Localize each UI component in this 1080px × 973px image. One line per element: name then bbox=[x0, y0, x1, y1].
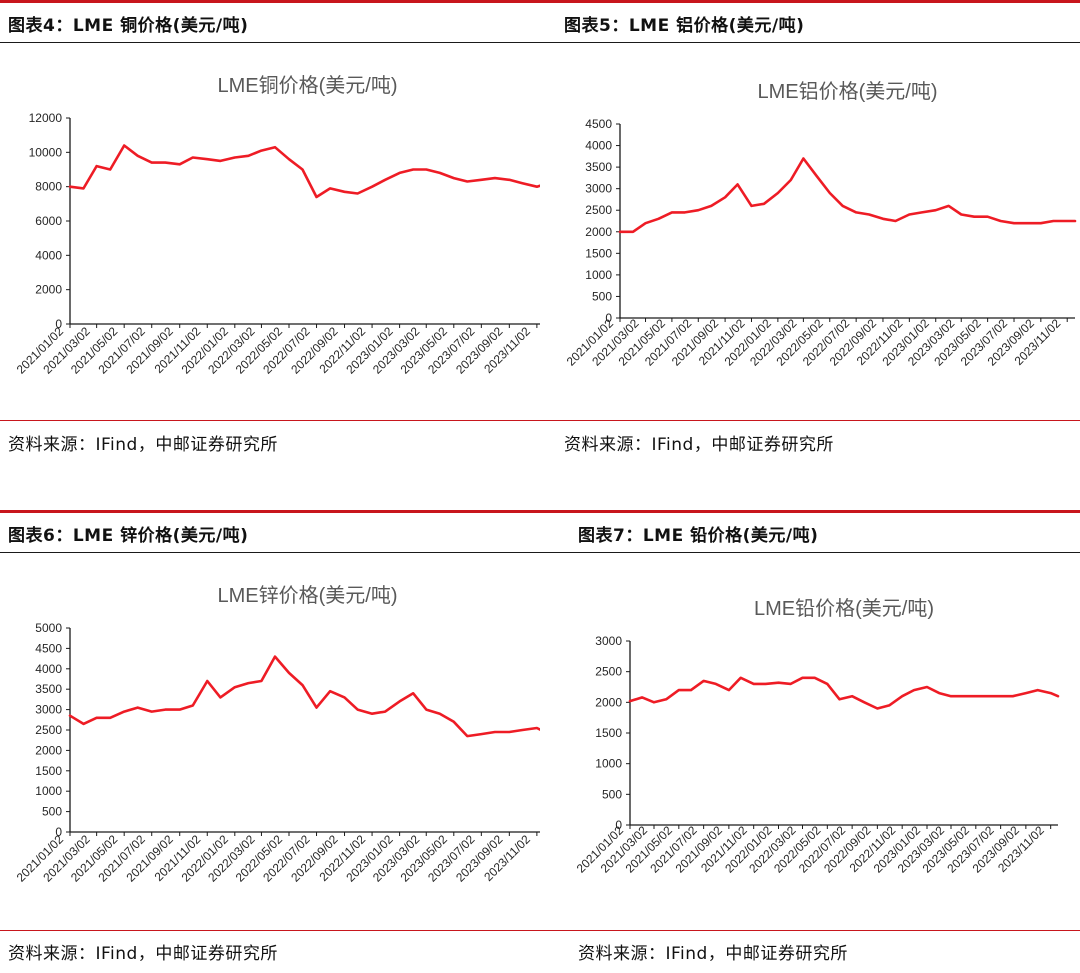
y-tick-label: 2000 bbox=[35, 743, 62, 757]
series-line bbox=[628, 676, 1060, 710]
y-tick-label: 2000 bbox=[35, 283, 62, 297]
chart-zinc: LME锌价格(美元/吨) 0 500 1000 1500 2000 2500 3000 3500… bbox=[14, 584, 540, 885]
y-tick-label: 2500 bbox=[585, 203, 612, 217]
y-tick-label: 12000 bbox=[29, 111, 63, 125]
y-tick-label: 500 bbox=[42, 805, 62, 819]
y-tick-label: 1000 bbox=[35, 784, 62, 798]
chart-title: LME铅价格(美元/吨) bbox=[754, 597, 934, 620]
header-top-rule bbox=[540, 0, 1080, 3]
source-note: 资料来源：IFind，中邮证券研究所 bbox=[8, 944, 278, 964]
series-line bbox=[68, 144, 540, 199]
y-tick-label: 4500 bbox=[35, 641, 62, 655]
chart-copper: LME铜价格(美元/吨)0200040006000800010000120002… bbox=[14, 74, 540, 377]
source-rule bbox=[540, 420, 1080, 421]
source-note: 资料来源：IFind，中邮证券研究所 bbox=[564, 435, 834, 455]
source-rule bbox=[0, 420, 540, 421]
y-tick-label: 500 bbox=[602, 787, 622, 801]
chart-aluminium: LME铝价格(美元/吨) 0 500 1000 1500 2000 2500 3000 3500… bbox=[564, 80, 1077, 369]
source-note: 资料来源：IFind，中邮证券研究所 bbox=[578, 944, 848, 964]
header-top-rule bbox=[540, 510, 1080, 513]
y-tick-label: 0 bbox=[55, 825, 62, 839]
chart-title: LME锌价格(美元/吨) bbox=[218, 584, 398, 607]
y-tick-label: 3500 bbox=[585, 160, 612, 174]
panel-header: 图表4：LME 铜价格(美元/吨) bbox=[8, 16, 249, 36]
source-rule bbox=[540, 930, 1080, 931]
chart-title: LME铜价格(美元/吨) bbox=[218, 74, 398, 97]
y-tick-label: 0 bbox=[605, 311, 612, 325]
source-rule bbox=[0, 930, 540, 931]
header-bottom-rule bbox=[540, 552, 1080, 553]
panel-header: 图表5：LME 铝价格(美元/吨) bbox=[564, 16, 805, 36]
y-tick-label: 4500 bbox=[585, 117, 612, 131]
panel-header: 图表7：LME 铅价格(美元/吨) bbox=[578, 526, 819, 546]
y-tick-label: 8000 bbox=[35, 180, 62, 194]
y-tick-label: 1000 bbox=[595, 757, 622, 771]
panel-header: 图表6：LME 锌价格(美元/吨) bbox=[8, 526, 249, 546]
y-tick-label: 1500 bbox=[585, 246, 612, 260]
header-top-rule bbox=[0, 510, 540, 513]
header-bottom-rule bbox=[0, 42, 540, 43]
y-tick-label: 4000 bbox=[585, 139, 612, 153]
y-tick-label: 4000 bbox=[35, 662, 62, 676]
y-tick-label: 0 bbox=[615, 818, 622, 832]
panel-lead: 图表7：LME 铅价格(美元/吨) LME铅价格(美元/吨) 0 500 1000 15… bbox=[540, 510, 1080, 973]
y-tick-label: 500 bbox=[592, 289, 612, 303]
series-line bbox=[68, 655, 540, 738]
panel-copper: 图表4：LME 铜价格(美元/吨) LME铜价格(美元/吨) 0 2000 4000 6… bbox=[0, 0, 540, 470]
y-tick-label: 3500 bbox=[35, 682, 62, 696]
y-tick-label: 1000 bbox=[585, 268, 612, 282]
header-bottom-rule bbox=[0, 552, 540, 553]
panel-aluminium: 图表5：LME 铝价格(美元/吨) LME铝价格(美元/吨) 0 500 1000 15… bbox=[540, 0, 1080, 470]
y-tick-label: 2500 bbox=[35, 723, 62, 737]
panel-zinc: 图表6：LME 锌价格(美元/吨) LME锌价格(美元/吨) 0 500 1000 15… bbox=[0, 510, 540, 973]
header-top-rule bbox=[0, 0, 540, 3]
y-tick-label: 10000 bbox=[29, 145, 63, 159]
y-tick-label: 2000 bbox=[585, 225, 612, 239]
y-tick-label: 2500 bbox=[595, 665, 622, 679]
y-tick-label: 5000 bbox=[35, 621, 62, 635]
y-tick-label: 6000 bbox=[35, 214, 62, 228]
y-tick-label: 1500 bbox=[595, 726, 622, 740]
chart-lead: LME铅价格(美元/吨)0500100015002000250030002021… bbox=[574, 597, 1060, 876]
y-tick-label: 1500 bbox=[35, 764, 62, 778]
header-bottom-rule bbox=[540, 42, 1080, 43]
y-tick-label: 0 bbox=[55, 317, 62, 331]
series-line bbox=[618, 157, 1077, 234]
y-tick-label: 3000 bbox=[585, 182, 612, 196]
chart-title: LME铝价格(美元/吨) bbox=[758, 80, 938, 103]
y-tick-label: 3000 bbox=[35, 703, 62, 717]
y-tick-label: 4000 bbox=[35, 248, 62, 262]
y-tick-label: 3000 bbox=[595, 634, 622, 648]
y-tick-label: 2000 bbox=[595, 695, 622, 709]
source-note: 资料来源：IFind，中邮证券研究所 bbox=[8, 435, 278, 455]
